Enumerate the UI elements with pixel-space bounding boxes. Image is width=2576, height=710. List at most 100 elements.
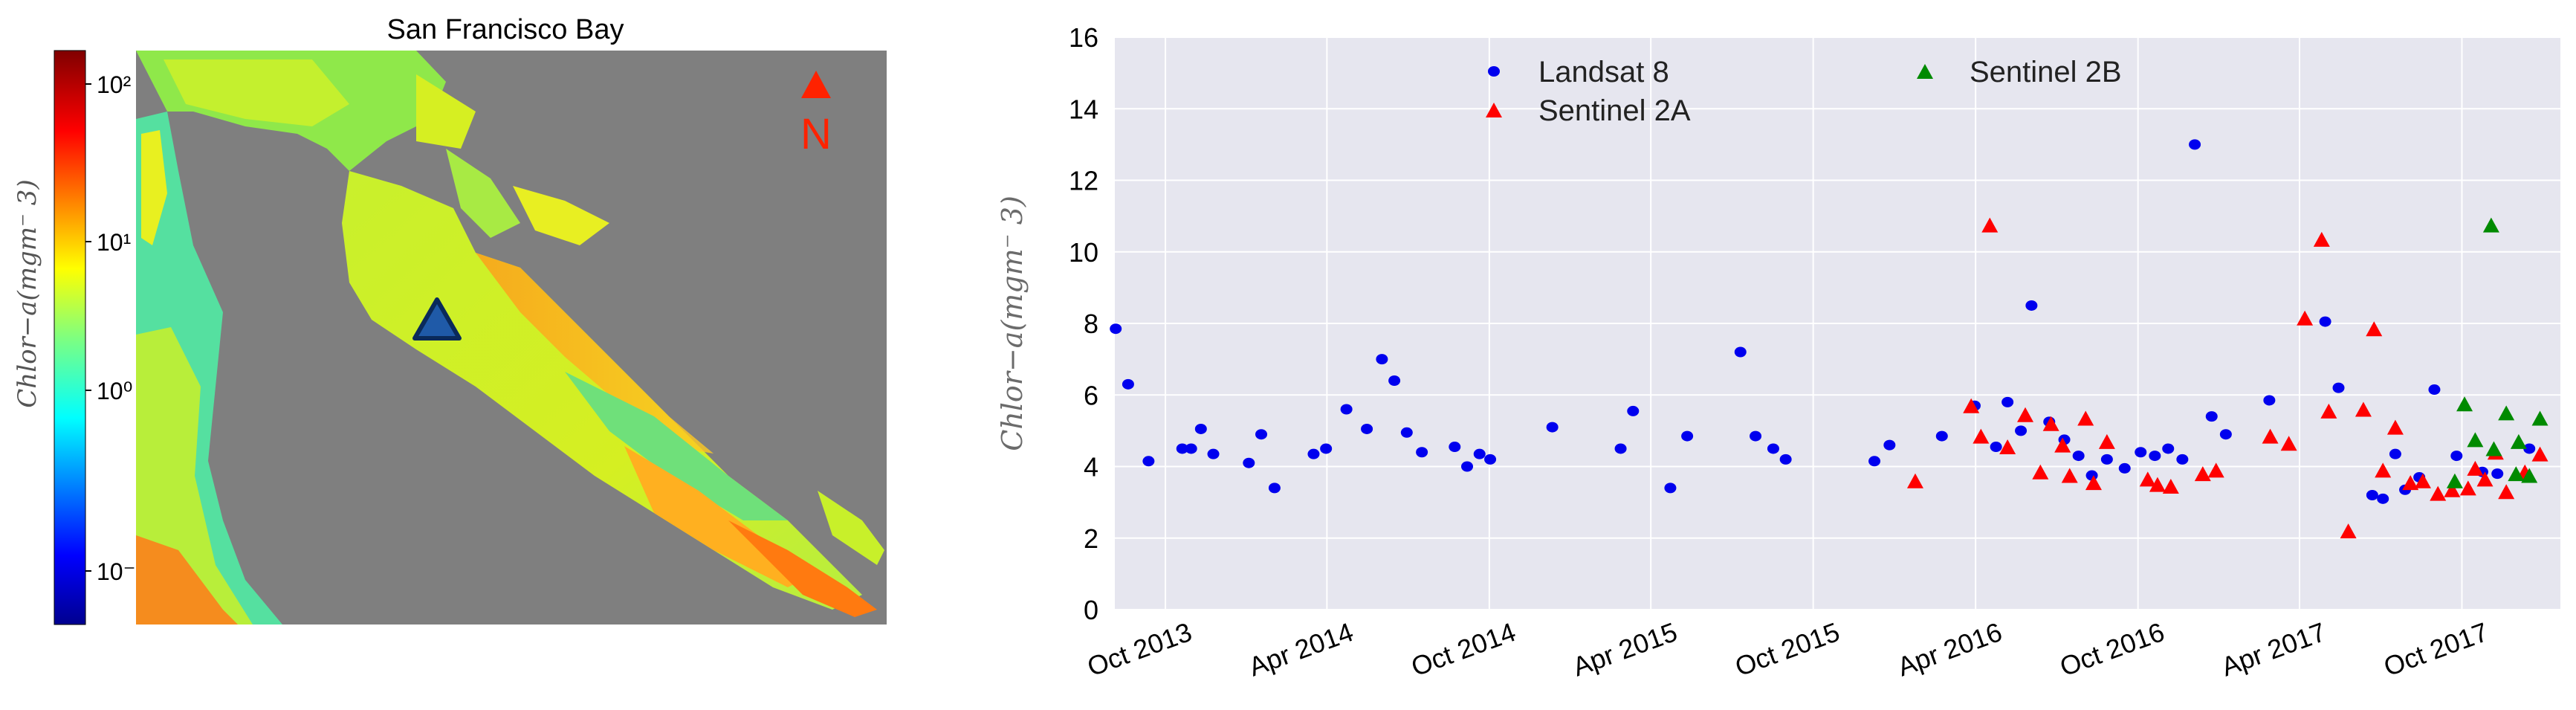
landsat-8-point bbox=[1473, 448, 1486, 459]
sentinel-2a-point bbox=[2042, 416, 2059, 431]
landsat-8-point bbox=[1110, 323, 1122, 335]
landsat-8-point bbox=[1142, 456, 1155, 467]
landsat-8-point bbox=[1734, 346, 1747, 358]
sentinel-2a-point bbox=[2085, 475, 2102, 491]
y-tick-label: 4 bbox=[1084, 452, 1098, 483]
sentinel-2a-point bbox=[2476, 471, 2494, 487]
sentinel-2b-point bbox=[2456, 396, 2473, 412]
sentinel-2a-point bbox=[2498, 484, 2515, 500]
landsat-8-point bbox=[1883, 439, 1896, 451]
landsat-8-point bbox=[2428, 384, 2441, 396]
sentinel-2a-legend-marker bbox=[1486, 103, 1502, 117]
landsat-8-point bbox=[1416, 447, 1428, 458]
landsat-8-point bbox=[1207, 448, 1220, 459]
landsat-8-point bbox=[1361, 423, 1373, 434]
y-tick-label: 0 bbox=[1084, 595, 1098, 625]
landsat-8-point bbox=[2263, 395, 2276, 406]
sentinel-2a-point bbox=[2375, 462, 2392, 478]
landsat-8-point bbox=[1185, 443, 1197, 454]
y-tick-label: 10 bbox=[1069, 237, 1098, 268]
colorbar: 10² 10¹ 10⁰ 10⁻¹ Chlor−a(mgm⁻ 3) bbox=[13, 50, 143, 625]
x-tick-label: Apr 2015 bbox=[1569, 616, 1681, 682]
colorbar-tick-label: 10⁻¹ bbox=[97, 558, 143, 585]
landsat-8-point bbox=[2001, 396, 2014, 407]
sentinel-2a-point bbox=[2320, 403, 2337, 419]
colorbar-tick-label: 10² bbox=[97, 71, 132, 98]
sentinel-2a-point bbox=[2402, 475, 2419, 491]
sentinel-2a-legend-label: Sentinel 2A bbox=[1538, 94, 1691, 127]
landsat-8-point bbox=[1614, 443, 1627, 454]
sentinel-2a-point bbox=[2280, 436, 2297, 451]
landsat-8-point bbox=[1779, 454, 1792, 465]
landsat-8-point bbox=[1388, 375, 1401, 386]
sentinel-2b-point bbox=[2467, 432, 2484, 448]
landsat-8-point bbox=[1664, 483, 1677, 494]
map-title: San Francisco Bay bbox=[387, 14, 624, 45]
landsat-8-point bbox=[2366, 490, 2378, 500]
sentinel-2a-point bbox=[2430, 485, 2447, 501]
colorbar-tick-label: 10¹ bbox=[97, 229, 131, 256]
sentinel-2b-legend-marker bbox=[1917, 64, 1933, 79]
landsat-8-point bbox=[1340, 404, 1353, 415]
landsat-8-point bbox=[1376, 354, 1388, 365]
landsat-8-point bbox=[1546, 422, 1559, 433]
landsat-8-point bbox=[1627, 405, 1640, 416]
sentinel-2a-point bbox=[2297, 310, 2314, 326]
x-tick-label: Oct 2015 bbox=[1731, 616, 1843, 682]
sentinel-2a-point bbox=[2414, 473, 2431, 488]
landsat-8-point bbox=[1307, 448, 1320, 459]
x-tick-label: Oct 2016 bbox=[2056, 616, 2168, 682]
landsat-8-point bbox=[2118, 462, 2131, 474]
map-figure: San Francisco Bay 10² 10¹ 10⁰ 10⁻¹ Chlor… bbox=[13, 14, 887, 625]
north-arrow-icon bbox=[801, 71, 831, 98]
landsat-8-point bbox=[2189, 139, 2201, 150]
colorbar-gradient bbox=[54, 50, 86, 625]
landsat-8-legend-marker bbox=[1488, 66, 1500, 77]
landsat-8-point bbox=[1268, 483, 1281, 494]
landsat-8-point bbox=[1320, 443, 1333, 454]
landsat-8-point bbox=[1750, 430, 1762, 442]
sentinel-2a-point bbox=[2262, 428, 2279, 444]
landsat-8-point bbox=[2135, 447, 2147, 458]
x-tick-label: Oct 2017 bbox=[2380, 616, 2492, 682]
sentinel-2a-point bbox=[2386, 419, 2404, 435]
x-tick-label: Oct 2013 bbox=[1083, 616, 1195, 682]
y-tick-label: 2 bbox=[1084, 523, 1098, 554]
sentinel-2b-point bbox=[2510, 433, 2527, 449]
y-tick-label: 16 bbox=[1069, 22, 1098, 53]
landsat-8-point bbox=[1990, 442, 2002, 453]
sentinel-2a-point bbox=[2032, 464, 2049, 480]
sentinel-2a-point bbox=[2149, 477, 2166, 492]
sentinel-2a-point bbox=[1999, 439, 2016, 455]
landsat-8-point bbox=[2205, 411, 2218, 422]
chlorophyll-map: N bbox=[136, 51, 887, 625]
landsat-8-point bbox=[1400, 427, 1413, 438]
landsat-8-point bbox=[2319, 316, 2331, 327]
sentinel-2a-point bbox=[2061, 468, 2078, 483]
sentinel-2a-point bbox=[2444, 482, 2461, 497]
station-marker bbox=[412, 297, 462, 341]
sentinel-2a-point bbox=[2139, 471, 2156, 487]
sentinel-2a-point bbox=[2340, 523, 2357, 539]
sentinel-2a-point bbox=[2077, 410, 2094, 426]
sentinel-2b-point bbox=[2508, 466, 2525, 482]
landsat-8-point bbox=[2176, 454, 2189, 465]
landsat-8-point bbox=[2377, 493, 2389, 504]
sentinel-2a-point bbox=[2194, 466, 2211, 482]
landsat-8-point bbox=[2100, 454, 2113, 465]
landsat-8-point bbox=[2450, 451, 2463, 462]
timeseries-panel: 0 2 4 6 8 10 12 14 16 Oct 2013 Apr 2014 Oct 2014 Ap… bbox=[966, 0, 2576, 706]
landsat-8-point bbox=[1449, 442, 1461, 453]
sentinel-2b-point bbox=[2498, 405, 2515, 421]
y-tick-label: 6 bbox=[1084, 380, 1098, 410]
sentinel-2a-point bbox=[1981, 217, 1999, 233]
sentinel-2b-point bbox=[2521, 468, 2538, 483]
sentinel-2b-point bbox=[2482, 217, 2499, 233]
sentinel-2a-point bbox=[1906, 473, 1923, 488]
y-axis: 0 2 4 6 8 10 12 14 16 bbox=[1069, 22, 1098, 625]
colorbar-tick-label: 10⁰ bbox=[97, 378, 132, 404]
sentinel-2a-point bbox=[2531, 446, 2549, 462]
landsat-8-legend-label: Landsat 8 bbox=[1538, 56, 1669, 88]
landsat-8-point bbox=[1767, 443, 1779, 454]
y-tick-label: 14 bbox=[1069, 94, 1098, 124]
